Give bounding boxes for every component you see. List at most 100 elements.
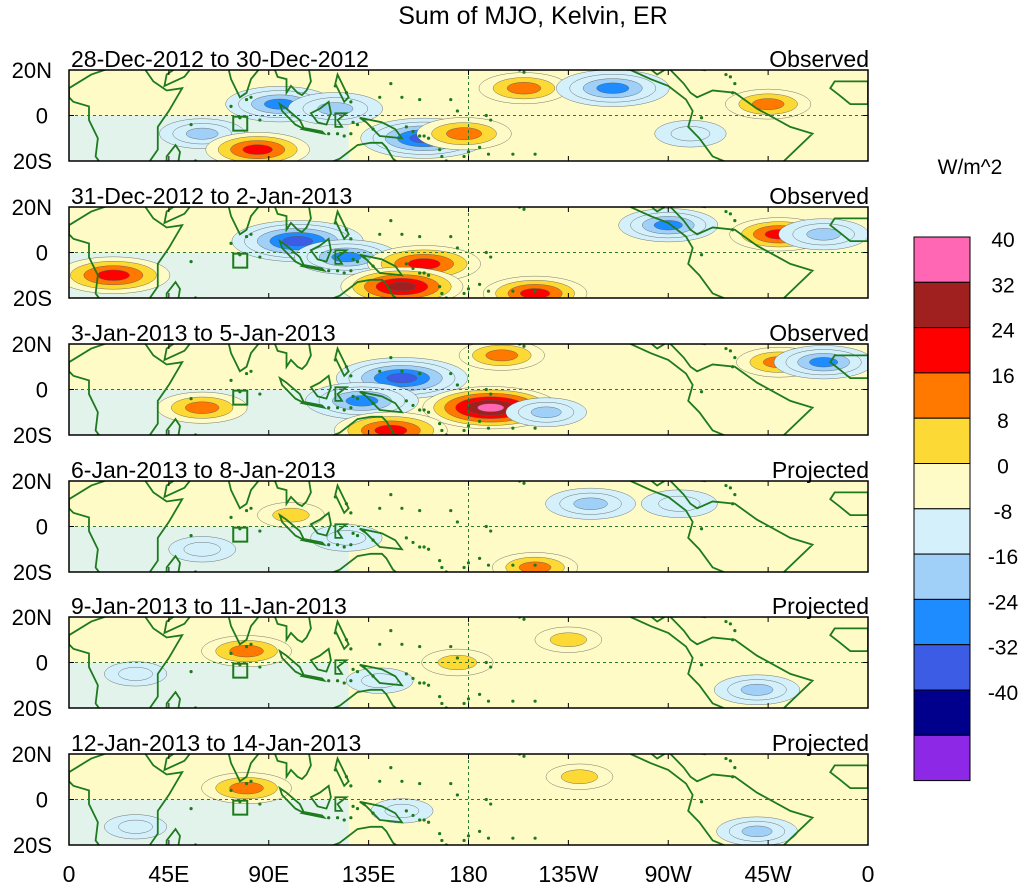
- island-marker: [699, 390, 704, 394]
- island-marker: [511, 563, 515, 567]
- region-box: [232, 799, 249, 816]
- island-marker: [411, 403, 415, 408]
- panel-date-range: 28-Dec-2012 to 30-Dec-2012: [71, 46, 369, 72]
- island-marker: [462, 838, 466, 843]
- island-marker: [699, 527, 704, 531]
- island-marker: [189, 670, 193, 674]
- island-marker: [511, 152, 515, 156]
- island-marker: [489, 802, 493, 806]
- chart-title: Sum of MJO, Kelvin, ER: [398, 2, 668, 30]
- contour-blob: [361, 673, 399, 688]
- island-marker: [438, 832, 442, 836]
- island-marker: [489, 665, 493, 669]
- island-marker: [511, 426, 515, 430]
- island-marker: [389, 493, 393, 497]
- island-marker: [371, 264, 375, 268]
- panel-date-range: 6-Jan-2013 to 8-Jan-2013: [71, 457, 336, 483]
- island-marker: [333, 631, 337, 635]
- island-marker: [351, 804, 355, 808]
- island-marker: [344, 638, 349, 642]
- island-marker: [344, 228, 349, 232]
- island-marker: [455, 109, 460, 113]
- island-marker: [724, 483, 728, 488]
- island-marker: [189, 807, 193, 811]
- island-marker: [426, 683, 431, 687]
- island-marker: [342, 408, 346, 412]
- colorbar-swatch: [913, 553, 971, 600]
- y-tick-label: 0: [36, 651, 48, 676]
- island-marker: [511, 289, 515, 293]
- island-marker: [389, 766, 393, 770]
- x-tick-label: 135E: [342, 861, 396, 887]
- island-marker: [404, 125, 408, 129]
- contour-blob: [242, 144, 273, 155]
- island-marker: [440, 428, 444, 433]
- island-marker: [484, 250, 488, 255]
- island-marker: [418, 781, 422, 786]
- island-marker: [724, 72, 728, 77]
- island-marker: [244, 234, 249, 239]
- island-marker: [249, 232, 253, 236]
- island-marker: [349, 100, 353, 104]
- island-marker: [477, 829, 482, 833]
- colorbar-swatch: [913, 372, 971, 419]
- island-marker: [229, 378, 233, 382]
- island-marker: [371, 811, 375, 815]
- island-marker: [349, 816, 353, 820]
- island-marker: [440, 701, 444, 706]
- island-marker: [422, 681, 426, 685]
- island-marker: [486, 563, 491, 567]
- contour-blob: [384, 803, 420, 818]
- island-marker: [258, 392, 262, 396]
- colorbar-label: 8: [997, 410, 1009, 433]
- contour-blob: [560, 769, 598, 784]
- island-marker: [462, 565, 466, 570]
- island-marker: [699, 663, 704, 667]
- island-marker: [426, 820, 431, 824]
- island-marker: [733, 629, 737, 633]
- contour-blob: [185, 401, 220, 414]
- island-marker: [355, 260, 360, 264]
- anomaly-field: [69, 70, 868, 161]
- island-marker: [455, 793, 460, 797]
- island-marker: [486, 836, 491, 840]
- island-marker: [462, 154, 466, 159]
- island-marker: [378, 506, 382, 510]
- island-marker: [522, 481, 526, 485]
- island-marker: [455, 520, 460, 524]
- island-marker: [486, 699, 491, 703]
- colorbar-label: -32: [988, 637, 1018, 660]
- island-marker: [344, 91, 349, 95]
- island-marker: [522, 754, 526, 758]
- island-marker: [533, 289, 537, 293]
- island-marker: [258, 529, 262, 533]
- island-marker: [344, 365, 349, 369]
- anomaly-field: [69, 617, 868, 708]
- island-marker: [189, 534, 193, 538]
- island-marker: [411, 676, 415, 681]
- island-marker: [484, 797, 488, 802]
- contour-blob: [345, 395, 379, 407]
- colorbar-label: -24: [988, 591, 1019, 614]
- island-marker: [449, 644, 453, 649]
- region-box: [232, 662, 249, 679]
- island-marker: [355, 397, 360, 401]
- colorbar-label: 0: [997, 456, 1009, 479]
- island-marker: [371, 538, 375, 542]
- island-marker: [511, 699, 515, 703]
- island-marker: [189, 397, 193, 401]
- island-marker: [418, 371, 422, 376]
- y-tick-label: 20S: [13, 833, 52, 858]
- island-marker: [438, 148, 442, 152]
- island-marker: [440, 838, 444, 843]
- island-marker: [244, 644, 249, 649]
- contour-blob: [477, 403, 505, 413]
- island-marker: [462, 428, 466, 433]
- region-box: [232, 252, 249, 269]
- island-marker: [349, 237, 353, 241]
- island-marker: [728, 622, 732, 626]
- island-marker: [484, 113, 488, 118]
- island-marker: [362, 118, 366, 122]
- contour-blob: [741, 825, 773, 837]
- island-marker: [244, 508, 249, 513]
